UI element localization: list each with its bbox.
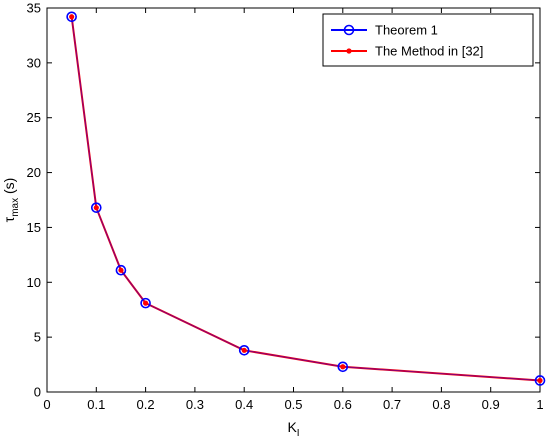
x-tick-label: 0.5 — [284, 397, 302, 412]
x-tick-label: 0.8 — [432, 397, 450, 412]
legend-marker-theorem-1 — [343, 24, 355, 36]
method-32-point — [69, 14, 75, 20]
theorem-1-point — [337, 361, 349, 373]
legend-box — [322, 13, 534, 67]
y-tick-label: 5 — [34, 330, 41, 345]
x-tick-label: 0.4 — [235, 397, 253, 412]
y-tick-label: 15 — [27, 220, 41, 235]
theorem-1-point — [91, 202, 102, 213]
method-32-point — [118, 267, 124, 273]
x-axis-label-sub: I — [297, 428, 300, 439]
legend-marker-method-32 — [346, 48, 352, 54]
series-layer — [66, 11, 546, 386]
y-axis-label: τmax (s) — [1, 178, 21, 223]
x-tick-label: 0.2 — [137, 397, 155, 412]
x-axis-label-main: K — [287, 419, 297, 435]
x-tick-label: 1 — [536, 397, 543, 412]
y-axis-label-unit: (s) — [1, 178, 17, 198]
method-32-point — [241, 347, 247, 353]
x-axis-label: KI — [287, 419, 299, 439]
x-axis: 0 0.1 0.2 0.3 0.4 0.5 0.6 0.7 0.8 0.9 1 — [43, 8, 544, 412]
plot-area — [46, 7, 541, 393]
method-32-point — [143, 300, 149, 306]
x-tick-label: 0 — [43, 397, 50, 412]
method-32-point — [93, 205, 99, 211]
method-32-point — [537, 377, 543, 384]
x-tick-label: 0.9 — [482, 397, 500, 412]
theorem-1-point — [140, 297, 151, 309]
y-axis-label-main: τ — [1, 216, 17, 222]
x-tick-label: 0.1 — [87, 397, 105, 412]
y-tick-label: 35 — [27, 1, 41, 16]
x-tick-label: 0.7 — [383, 397, 401, 412]
legend-label-method-32: The Method in [32] — [375, 44, 483, 59]
y-tick-label: 20 — [27, 165, 41, 180]
y-axis-label-sub: max — [10, 198, 21, 217]
y-tick-label: 0 — [34, 385, 41, 400]
theorem-1-point — [115, 264, 127, 276]
legend-label-theorem-1: Theorem 1 — [375, 23, 438, 38]
theorem-1-point — [534, 375, 546, 386]
y-tick-label: 25 — [27, 110, 41, 125]
x-tick-label: 0.6 — [334, 397, 352, 412]
theorem-1-point — [238, 345, 250, 356]
plot-border — [46, 7, 541, 393]
y-tick-label: 30 — [27, 55, 41, 70]
y-axis: 0 5 10 15 20 25 30 35 — [27, 1, 540, 400]
method-32-point — [340, 364, 346, 370]
y-tick-label: 10 — [27, 275, 41, 290]
x-tick-label: 0.3 — [186, 397, 204, 412]
legend: Theorem 1 The Method in [32] — [322, 13, 534, 67]
theorem-1-point — [66, 11, 77, 23]
